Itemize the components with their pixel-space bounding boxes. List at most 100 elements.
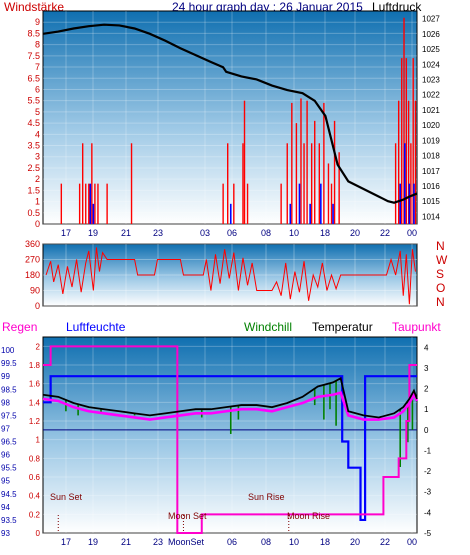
x-axis-wind: 17 19 21 23 03 06 08 10 18 20 22 00 xyxy=(61,228,417,238)
wind-tick-label: 3.5 xyxy=(27,141,40,151)
wind-tick-label: 1 xyxy=(35,197,40,207)
x-tick-label: 19 xyxy=(88,228,98,238)
rain-tick-label: 1.6 xyxy=(29,380,41,389)
pressure-tick-label: 1020 xyxy=(422,121,440,130)
rain-tick-label: 1.8 xyxy=(29,361,41,370)
compass-letter: W xyxy=(436,253,448,267)
x-tick-label: 17 xyxy=(61,537,71,547)
x-tick-label: 08 xyxy=(261,228,271,238)
rain-tick-label: 1.2 xyxy=(29,417,41,426)
wind-tick-label: 2 xyxy=(35,174,40,184)
x-tick-label: 03 xyxy=(200,228,210,238)
humidity-tick-label: 96 xyxy=(1,451,10,460)
pressure-tick-label: 1025 xyxy=(422,45,440,54)
compass-letter: N xyxy=(436,295,445,309)
x-tick-label: 10 xyxy=(289,228,299,238)
rain-tick-label: 1.4 xyxy=(29,398,41,407)
direction-tick-label: 90 xyxy=(30,286,40,296)
rain-tick-label: 0.4 xyxy=(29,492,41,501)
rain-tick-label: 0.2 xyxy=(29,510,41,519)
direction-tick-label: 360 xyxy=(25,239,40,249)
compass-letter: S xyxy=(436,267,444,281)
wind-tick-label: 0 xyxy=(35,219,40,229)
humidity-tick-label: 98.5 xyxy=(1,385,17,394)
rain-line xyxy=(43,345,417,534)
x-axis-temp: 17 19 21 23 06 08 10 18 20 22 00 xyxy=(61,537,417,547)
wind-tick-label: 9 xyxy=(35,17,40,27)
humidity-tick-label: 93 xyxy=(1,529,10,538)
temperatur-label: Temperatur xyxy=(312,320,373,334)
x-tick-label: 21 xyxy=(121,228,131,238)
gust-bars xyxy=(89,143,415,224)
pressure-y-axis: 1014 1015 1016 1017 1018 1019 1020 1021 1022 1023… xyxy=(422,15,440,222)
dewpoint-line-group xyxy=(42,391,419,421)
pressure-tick-label: 1017 xyxy=(422,167,440,176)
pressure-tick-label: 1027 xyxy=(422,15,440,24)
temperature-tick-label: 4 xyxy=(424,343,429,352)
direction-tick-label: 0 xyxy=(35,301,40,311)
humidity-tick-label: 95 xyxy=(1,477,10,486)
pressure-tick-label: 1015 xyxy=(422,197,440,206)
x-tick-label: 17 xyxy=(61,228,71,238)
moon-rise-label: Moon Rise xyxy=(287,511,330,521)
x-tick-label: 23 xyxy=(153,228,163,238)
x-tick-label: 19 xyxy=(88,537,98,547)
windchill-label: Windchill xyxy=(244,320,292,334)
humidity-tick-label: 99 xyxy=(1,372,10,381)
regen-label: Regen xyxy=(2,320,37,334)
wind-tick-label: 2.5 xyxy=(27,163,40,173)
wind-tick-label: 6 xyxy=(35,84,40,94)
temperature-tick-label: 1 xyxy=(424,405,429,414)
humidity-tick-label: 99.5 xyxy=(1,359,17,368)
wind-y-axis: 00.51 1.522.533.5 44.555.5 66.577.58 8.59 xyxy=(27,17,40,229)
rain-tick-label: 2 xyxy=(36,342,41,351)
pressure-line xyxy=(42,23,418,204)
wind-tick-label: 3 xyxy=(35,152,40,162)
x-tick-label: 00 xyxy=(407,537,417,547)
humidity-y-axis: 93 93.5 94 94.5 95 95.5 96 96.5 97 97.5 98 98.5 99 99… xyxy=(1,346,17,538)
temperature-tick-label: 2 xyxy=(424,385,429,394)
x-tick-label: 18 xyxy=(320,537,330,547)
moon-set-axis-label: MoonSet xyxy=(168,537,205,547)
wind-tick-label: 8.5 xyxy=(27,28,40,38)
pressure-tick-label: 1018 xyxy=(422,152,440,161)
x-tick-label: 10 xyxy=(289,537,299,547)
humidity-tick-label: 93.5 xyxy=(1,516,17,525)
wind-tick-label: 1.5 xyxy=(27,185,40,195)
sun-moon-markers xyxy=(57,515,290,533)
humidity-tick-label: 98 xyxy=(1,398,10,407)
pressure-tick-label: 1026 xyxy=(422,30,440,39)
x-tick-label: 22 xyxy=(380,228,390,238)
temperature-tick-label: -3 xyxy=(424,488,432,497)
rain-tick-label: 0 xyxy=(36,529,41,538)
temperature-tick-label: -5 xyxy=(424,529,432,538)
humidity-line-group xyxy=(43,375,417,522)
pressure-tick-label: 1021 xyxy=(422,106,440,115)
humidity-tick-label: 96.5 xyxy=(1,438,17,447)
x-tick-label: 23 xyxy=(153,537,163,547)
humidity-tick-label: 97.5 xyxy=(1,411,17,420)
luftfeuchte-label: Luftfeuchte xyxy=(66,320,126,334)
temperature-tick-label: 0 xyxy=(424,426,429,435)
rain-tick-label: 0.8 xyxy=(29,454,41,463)
temperature-line xyxy=(42,376,418,419)
temperature-tick-label: -1 xyxy=(424,446,432,455)
x-tick-label: 06 xyxy=(227,537,237,547)
wind-tick-label: 0.5 xyxy=(27,208,40,218)
rain-y-axis: 0 0.2 0.4 0.6 0.8 1 1.2 1.4 1.6 1.8 2 xyxy=(29,342,41,538)
wind-pressure-plot xyxy=(42,10,418,225)
temperature-y-axis: -5 -4 -3 -2 -1 0 1 2 3 4 xyxy=(424,343,432,538)
compass-letter: O xyxy=(436,281,445,295)
sun-set-label: Sun Set xyxy=(50,492,83,502)
direction-tick-label: 180 xyxy=(25,270,40,280)
moon-set-label: Moon Set xyxy=(168,511,207,521)
humidity-line xyxy=(43,375,417,522)
x-tick-label: 18 xyxy=(320,228,330,238)
temp-humidity-plot xyxy=(42,336,418,534)
x-tick-label: 08 xyxy=(261,537,271,547)
pressure-tick-label: 1023 xyxy=(422,75,440,84)
rain-tick-label: 0.6 xyxy=(29,473,41,482)
wind-tick-label: 8 xyxy=(35,40,40,50)
pressure-tick-label: 1022 xyxy=(422,91,440,100)
